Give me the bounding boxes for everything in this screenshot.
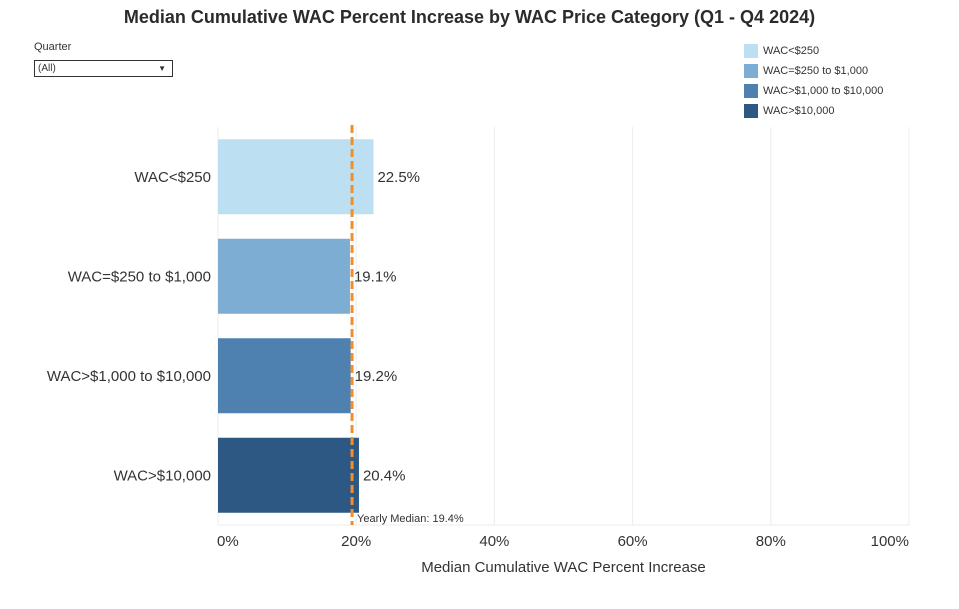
- value-label: 20.4%: [363, 467, 406, 484]
- category-label: WAC<$250: [134, 169, 211, 186]
- x-tick-label: 60%: [618, 533, 648, 550]
- legend: WAC<$250 WAC=$250 to $1,000 WAC>$1,000 t…: [744, 41, 883, 121]
- category-label: WAC=$250 to $1,000: [68, 268, 211, 285]
- x-tick-label: 100%: [871, 533, 909, 550]
- legend-swatch: [744, 104, 758, 118]
- x-tick-label: 20%: [341, 533, 371, 550]
- legend-swatch: [744, 84, 758, 98]
- dropdown-arrow-icon[interactable]: ▼: [158, 64, 166, 73]
- bar[interactable]: [218, 238, 350, 314]
- value-label: 19.2%: [355, 368, 398, 385]
- bar[interactable]: [218, 437, 359, 513]
- x-axis-title: Median Cumulative WAC Percent Increase: [421, 559, 706, 576]
- legend-label: WAC<$250: [763, 45, 820, 57]
- quarter-filter-label: Quarter: [34, 41, 72, 53]
- legend-item[interactable]: WAC<$250: [744, 41, 883, 61]
- bar[interactable]: [218, 338, 351, 414]
- legend-label: WAC>$1,000 to $10,000: [763, 85, 884, 97]
- yearly-median-label: Yearly Median: 19.4%: [357, 513, 464, 525]
- legend-label: WAC=$250 to $1,000: [763, 65, 869, 77]
- x-tick-label: 80%: [756, 533, 786, 550]
- legend-item[interactable]: WAC>$10,000: [744, 101, 883, 121]
- legend-label: WAC>$10,000: [763, 105, 835, 117]
- chart-title: Median Cumulative WAC Percent Increase b…: [123, 7, 816, 27]
- legend-item[interactable]: WAC>$1,000 to $10,000: [744, 81, 883, 101]
- value-label: 19.1%: [354, 268, 397, 285]
- x-tick-label: 0%: [217, 533, 239, 550]
- value-label: 22.5%: [377, 169, 420, 186]
- bar[interactable]: [218, 139, 374, 215]
- legend-swatch: [744, 64, 758, 78]
- category-label: WAC>$1,000 to $10,000: [47, 368, 211, 385]
- x-tick-label: 40%: [479, 533, 509, 550]
- quarter-filter-value: (All): [38, 63, 56, 74]
- quarter-filter-dropdown[interactable]: (All) ▼: [34, 60, 173, 77]
- legend-item[interactable]: WAC=$250 to $1,000: [744, 61, 883, 81]
- legend-swatch: [744, 44, 758, 58]
- category-label: WAC>$10,000: [114, 467, 211, 484]
